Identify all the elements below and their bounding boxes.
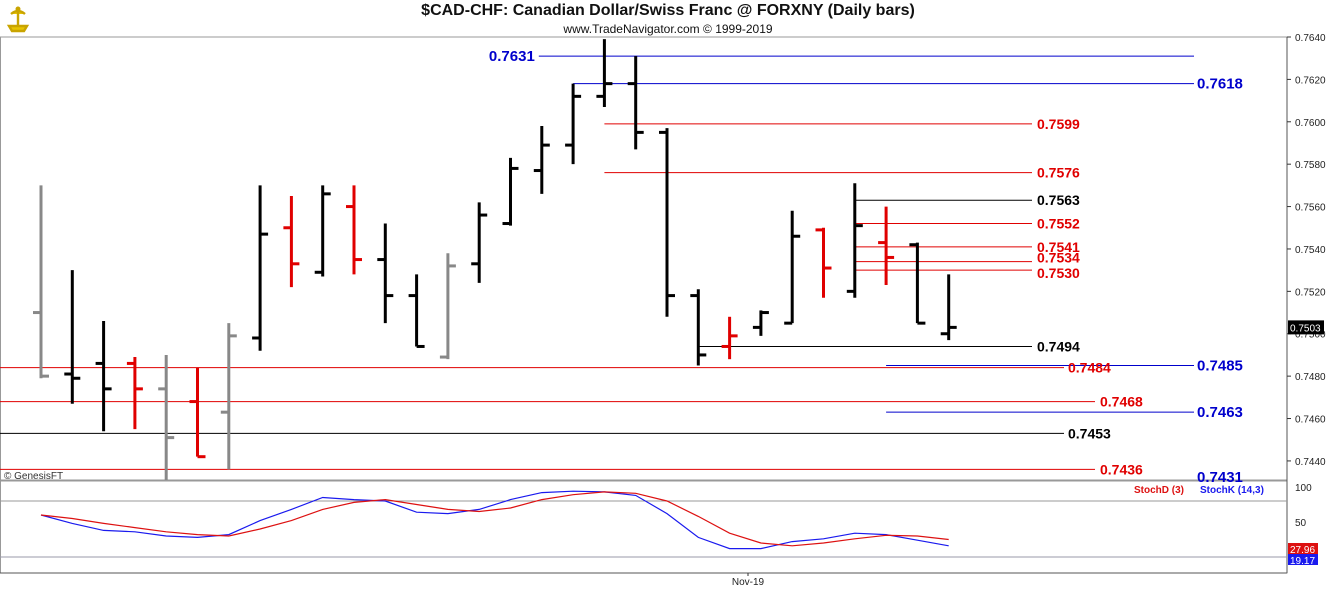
level-label-0.7563: 0.7563	[1037, 192, 1080, 208]
ohlc-bar	[189, 367, 206, 459]
y-tick-label: 0.7480	[1295, 372, 1326, 383]
ohlc-bar	[533, 126, 550, 194]
y-tick-label: 0.7560	[1295, 203, 1326, 214]
level-label-0.7453: 0.7453	[1068, 425, 1111, 441]
ohlc-bar	[721, 316, 738, 360]
copyright-label: © GenesisFT	[4, 471, 63, 482]
x-tick-label: Nov-19	[732, 577, 765, 588]
ohlc-bar	[878, 206, 895, 285]
ohlc-bar	[565, 83, 582, 165]
stoch-last-label-k: 19.17	[1290, 556, 1315, 567]
ohlc-bar	[314, 185, 331, 277]
price-panel-frame	[0, 36, 1288, 481]
ohlc-bar	[64, 270, 81, 404]
ohlc-bar	[158, 354, 175, 480]
ohlc-bar	[940, 274, 957, 341]
stoch-line-StochK (14,3)	[40, 490, 949, 550]
ohlc-bar	[659, 128, 675, 317]
ohlc-bar	[627, 56, 644, 150]
ohlc-bar	[596, 39, 613, 107]
stoch-line-StochD (3)	[40, 491, 949, 547]
level-label-0.7552: 0.7552	[1037, 216, 1080, 232]
ohlc-bar	[283, 195, 300, 288]
ohlc-bar	[846, 183, 863, 298]
trade-navigator-logo-icon	[4, 4, 32, 34]
ohlc-bar	[252, 185, 269, 351]
ohlc-bar	[784, 210, 801, 325]
level-label-0.7484: 0.7484	[1068, 360, 1111, 376]
level-label-0.7436: 0.7436	[1100, 461, 1143, 477]
ohlc-bar	[377, 223, 394, 324]
ohlc-bar	[439, 253, 456, 360]
ohlc-bar	[220, 323, 237, 470]
ohlc-bar	[408, 274, 425, 348]
level-label-0.7599: 0.7599	[1037, 116, 1080, 132]
level-label-0.7485: 0.7485	[1197, 358, 1243, 375]
ohlc-bar	[471, 202, 488, 283]
level-label-0.7530: 0.7530	[1037, 265, 1080, 281]
stoch-tick-label: 50	[1295, 518, 1307, 529]
level-label-0.7494: 0.7494	[1037, 338, 1080, 354]
stoch-tick-label: 100	[1295, 483, 1312, 494]
ohlc-bar	[690, 289, 707, 366]
y-tick-label: 0.7500	[1295, 330, 1326, 341]
ohlc-bar	[33, 185, 49, 379]
level-label-0.7631: 0.7631	[489, 48, 535, 65]
ohlc-bar	[126, 357, 143, 430]
y-tick-label: 0.7640	[1295, 33, 1326, 44]
y-tick-label: 0.7580	[1295, 160, 1326, 171]
y-tick-label: 0.7540	[1295, 245, 1326, 256]
level-label-0.7431: 0.7431	[1197, 469, 1243, 486]
level-label-0.7468: 0.7468	[1100, 394, 1143, 410]
level-label-0.7534: 0.7534	[1037, 250, 1080, 266]
ohlc-bar	[815, 227, 832, 298]
ohlc-bar	[502, 157, 519, 226]
y-tick-label: 0.7440	[1295, 457, 1326, 468]
ohlc-bar	[346, 185, 362, 275]
level-label-0.7541: 0.7541	[1037, 239, 1080, 255]
y-tick-label: 0.7460	[1295, 415, 1326, 426]
last-price-box	[1288, 320, 1324, 335]
stoch-last-label-d: 27.96	[1290, 545, 1315, 556]
chart-subtitle: www.TradeNavigator.com © 1999-2019	[563, 22, 773, 36]
last-price-label: 0.7503	[1290, 323, 1321, 334]
ohlc-bar	[909, 242, 926, 325]
legend-stochk: StochK (14,3)	[1200, 485, 1264, 496]
stoch-last-box-d	[1288, 543, 1318, 554]
ohlc-bar	[752, 310, 769, 336]
legend-stochd: StochD (3)	[1134, 485, 1184, 496]
y-tick-label: 0.7600	[1295, 118, 1326, 129]
level-label-0.7576: 0.7576	[1037, 165, 1080, 181]
y-tick-label: 0.7620	[1295, 75, 1326, 86]
chart-title: $CAD-CHF: Canadian Dollar/Swiss Franc @ …	[421, 2, 915, 19]
level-label-0.7463: 0.7463	[1197, 404, 1243, 421]
ohlc-bar	[95, 321, 112, 432]
level-label-0.7618: 0.7618	[1197, 76, 1243, 93]
y-tick-label: 0.7520	[1295, 287, 1326, 298]
